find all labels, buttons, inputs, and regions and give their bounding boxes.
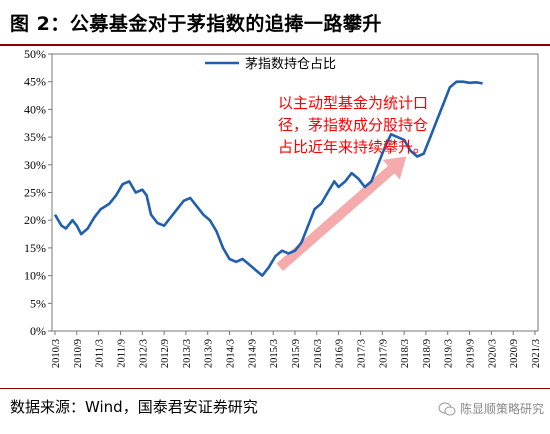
x-tick-label: 2010/3 [51,339,62,368]
x-tick-label: 2013/3 [182,339,193,368]
x-tick-label: 2010/9 [73,339,84,368]
line-chart: 0% 5% 10% 15% 20% 25% 30% 35% 40% 45% 50% 2010/3 201… [24,47,542,368]
y-tick-label: 30% [24,158,46,172]
x-tick-label: 2021/3 [531,339,542,368]
watermark: 陈显顺策略研究 [438,400,544,417]
x-tick-label: 2014/9 [247,339,258,368]
bottom-divider [0,388,550,389]
x-tick-label: 2012/3 [138,339,149,368]
x-tick-label: 2020/9 [509,339,520,368]
x-tick-label: 2013/9 [204,339,215,368]
x-tick-label: 2015/9 [291,339,302,368]
y-tick-label: 35% [24,130,46,144]
x-tick-label: 2011/9 [116,339,127,368]
x-tick-label: 2019/3 [444,339,455,368]
y-tick-label: 45% [24,75,46,89]
x-tick-label: 2018/3 [400,339,411,368]
y-tick-label: 40% [24,102,46,116]
title-divider [0,44,550,46]
x-tick-label: 2020/3 [487,339,498,368]
wechat-icon [438,402,456,416]
figure-title: 图 2：公募基金对于茅指数的追捧一路攀升 [10,12,382,35]
x-tick-label: 2012/9 [160,339,171,368]
x-tick-label: 2011/3 [95,339,106,368]
x-tick-label: 2016/9 [335,339,346,368]
y-tick-label: 50% [24,47,46,61]
y-tick-label: 20% [24,213,46,227]
legend-label: 茅指数持仓占比 [245,57,336,72]
y-tick-label: 5% [30,296,46,310]
y-tick-label: 15% [24,241,46,255]
x-tick-label: 2016/3 [313,339,324,368]
trend-arrow [276,156,407,272]
y-tick-label: 10% [24,269,46,283]
annotation-text: 径，茅指数成分股持仓 [278,116,428,134]
annotation-text: 以主动型基金为统计口 [278,94,428,112]
x-tick-label: 2017/9 [378,339,389,368]
x-tick-label: 2019/9 [466,339,477,368]
watermark-text: 陈显顺策略研究 [459,402,544,416]
x-tick-label: 2014/3 [226,339,237,368]
x-tick-label: 2018/9 [422,339,433,368]
source-note: 数据来源：Wind，国泰君安证券研究 [10,398,258,416]
x-tick-label: 2015/3 [269,339,280,368]
y-tick-label: 25% [24,186,46,200]
annotation-text: 占比近年来持续攀升。 [278,138,428,156]
series-line [53,80,483,277]
y-tick-label: 0% [30,324,46,338]
x-tick-label: 2017/3 [356,339,367,368]
